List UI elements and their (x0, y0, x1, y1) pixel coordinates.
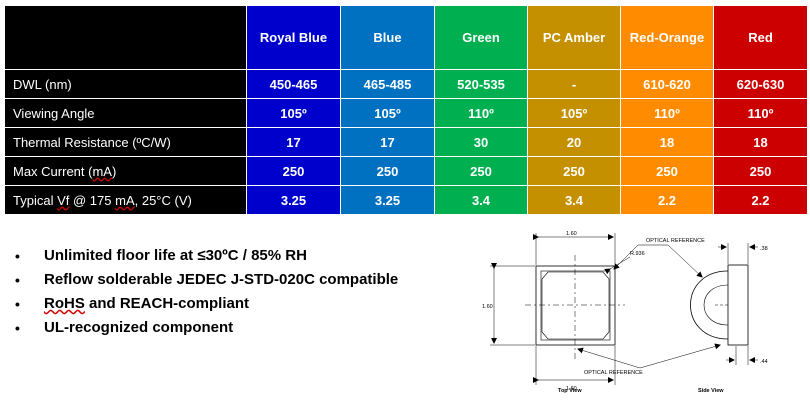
list-item-text: UL-recognized component (44, 319, 234, 336)
row-label-viewing-angle: Viewing Angle (4, 98, 247, 128)
dim-side-top: .38 (760, 246, 768, 252)
side-view-package (727, 264, 749, 346)
table-row: DWL (nm) 450-465 465-485 520-535 - 610-6… (4, 69, 808, 99)
list-item: • RoHS and REACH-compliant (0, 292, 398, 316)
row-label-thermal-resistance: Thermal Resistance (ºC/W) (4, 127, 247, 157)
header-green: Green (434, 5, 528, 70)
list-item-text: Unlimited floor life at ≤30ºC / 85% RH (44, 247, 307, 264)
table-cell: 610-620 (620, 69, 714, 99)
side-view-lens (690, 270, 729, 340)
table-cell: 3.25 (246, 185, 341, 215)
table-header-row: Royal Blue Blue Green PC Amber Red-Orang… (4, 5, 808, 70)
header-blank (4, 5, 247, 70)
table-row: Typical Vf @ 175 mA, 25°C (V) 3.25 3.25 … (4, 185, 808, 215)
table-cell: 465-485 (340, 69, 435, 99)
table-cell: 110º (713, 98, 808, 128)
table-cell: 105º (246, 98, 341, 128)
mechanical-drawing: 1.60 1.60 R.936 1.60 .38 .44 OPTICAL REF… (482, 231, 768, 394)
header-red-orange: Red-Orange (620, 5, 714, 70)
top-view-inner-frame (540, 270, 611, 341)
bullet-icon: • (15, 296, 20, 312)
list-item: • Reflow solderable JEDEC J-STD-020C comp… (0, 268, 398, 292)
label-part: ) (111, 163, 117, 179)
list-item-text: Reflow solderable JEDEC J-STD-020C compa… (44, 271, 399, 288)
table-cell: 620-630 (713, 69, 808, 99)
header-blue: Blue (340, 5, 435, 70)
table-cell: 18 (713, 127, 808, 157)
table-cell: 2.2 (713, 185, 808, 215)
dim-top-width: 1.60 (566, 231, 577, 237)
table-cell: 17 (340, 127, 435, 157)
table-cell: 20 (527, 127, 621, 157)
row-label-dwl: DWL (nm) (4, 69, 247, 99)
table-cell: 250 (246, 156, 341, 186)
table-cell: 3.25 (340, 185, 435, 215)
top-view-die-outline (541, 271, 610, 340)
table-cell: 250 (340, 156, 435, 186)
dim-side-bottom: .44 (760, 359, 768, 365)
label-part: Max Current ( (13, 163, 93, 179)
table-row: Viewing Angle 105º 105º 110º 105º 110º 1… (4, 98, 808, 128)
dim-radius: R.936 (630, 251, 645, 257)
row-label-max-current: Max Current (mA) (4, 156, 247, 186)
feature-list: • Unlimited floor life at ≤30ºC / 85% RH … (0, 244, 398, 340)
dim-left-height: 1.60 (482, 304, 493, 310)
label-part: , 25°C (V) (134, 192, 192, 208)
table-cell: 250 (527, 156, 621, 186)
table-cell: 250 (713, 156, 808, 186)
side-view-caption: Side View (698, 388, 724, 394)
top-view-caption: Top View (558, 388, 582, 394)
label-part-misspelled: mA (115, 192, 135, 208)
top-view-package (535, 265, 616, 346)
table-cell: 30 (434, 127, 528, 157)
table-cell: 17 (246, 127, 341, 157)
list-item-text: and REACH-compliant (84, 295, 250, 312)
table-cell: 520-535 (434, 69, 528, 99)
optical-reference-label-bottom: OPTICAL REFERENCE (584, 370, 643, 376)
table-cell: 250 (434, 156, 528, 186)
optical-reference-label-top: OPTICAL REFERENCE (646, 238, 705, 244)
spec-table: Royal Blue Blue Green PC Amber Red-Orang… (4, 5, 808, 215)
table-cell: 110º (434, 98, 528, 128)
header-royal-blue: Royal Blue (246, 5, 341, 70)
table-cell: 450-465 (246, 69, 341, 99)
label-part-misspelled: mA (92, 163, 112, 179)
list-item: • UL-recognized component (0, 316, 398, 340)
table-cell: 2.2 (620, 185, 714, 215)
table-cell: 110º (620, 98, 714, 128)
table-cell: 3.4 (527, 185, 621, 215)
bullet-icon: • (15, 320, 20, 336)
table-row: Thermal Resistance (ºC/W) 17 17 30 20 18… (4, 127, 808, 157)
list-item-text-misspelled: RoHS (44, 295, 85, 312)
table-cell: 250 (620, 156, 714, 186)
table-row: Max Current (mA) 250 250 250 250 250 250 (4, 156, 808, 186)
table-cell: 105º (340, 98, 435, 128)
header-pc-amber: PC Amber (527, 5, 621, 70)
label-part-misspelled: Vf (57, 192, 70, 208)
label-part: Typical (13, 192, 58, 208)
row-label-typical-vf: Typical Vf @ 175 mA, 25°C (V) (4, 185, 247, 215)
side-view-lens-inner (703, 284, 729, 326)
dim-bottom-width: 1.60 (566, 386, 577, 392)
bullet-icon: • (15, 248, 20, 264)
table-cell: 18 (620, 127, 714, 157)
header-red: Red (713, 5, 808, 70)
table-cell: 3.4 (434, 185, 528, 215)
list-item: • Unlimited floor life at ≤30ºC / 85% RH (0, 244, 398, 268)
table-cell: - (527, 69, 621, 99)
label-part: @ 175 (69, 192, 116, 208)
table-cell: 105º (527, 98, 621, 128)
bullet-icon: • (15, 272, 20, 288)
